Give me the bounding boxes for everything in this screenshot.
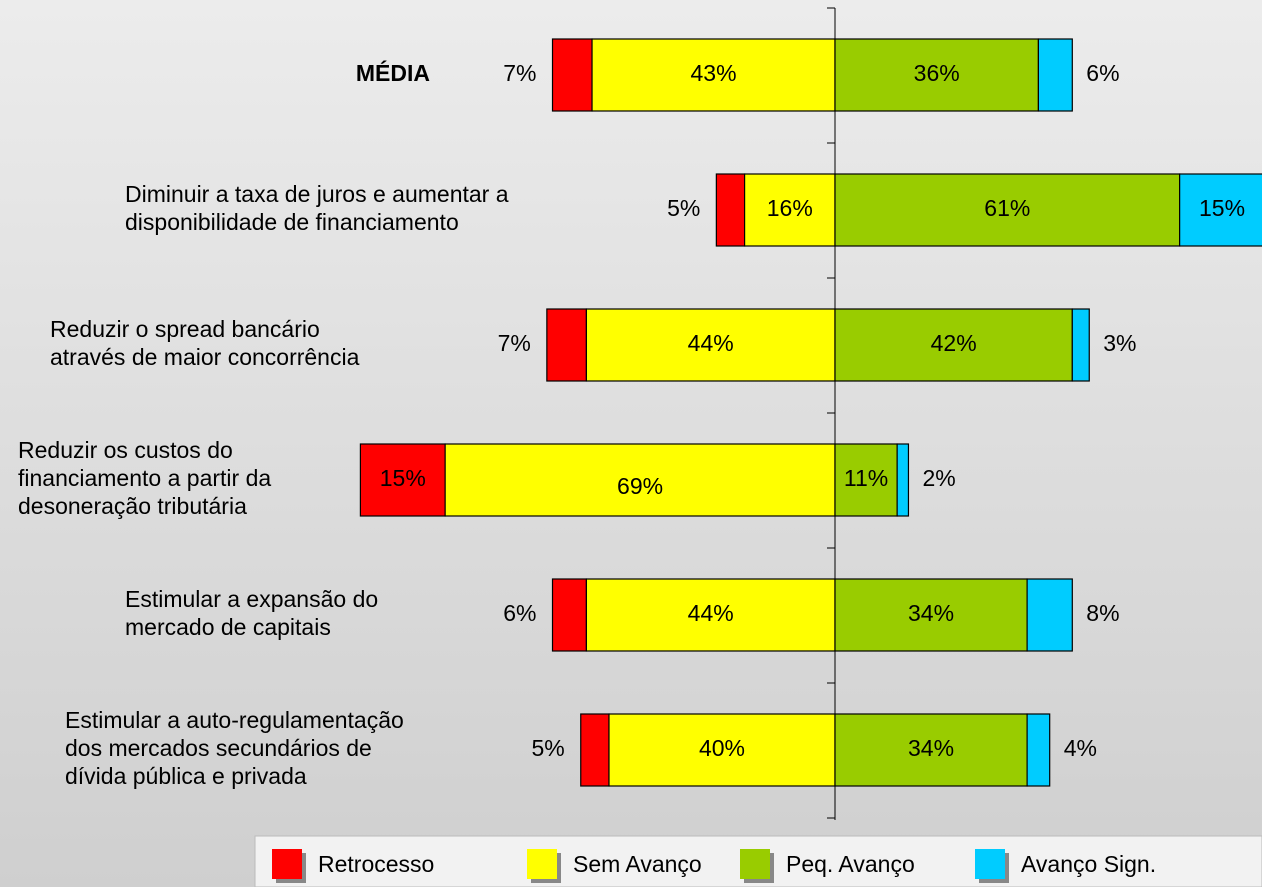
bar-segment	[585, 578, 836, 652]
legend-label: Avanço Sign.	[1021, 851, 1156, 877]
value-label: 5%	[667, 195, 700, 221]
value-label: 44%	[688, 600, 734, 626]
category-label: Reduzir os custos do	[18, 437, 233, 463]
category-label: desoneração tributária	[18, 493, 247, 519]
value-label: 16%	[767, 195, 813, 221]
bar-segment	[546, 308, 587, 382]
bar-segment	[1026, 713, 1051, 787]
bar-segment	[834, 308, 1073, 382]
bar-segment	[1026, 578, 1073, 652]
value-label: 11%	[844, 465, 888, 491]
value-label: 61%	[984, 195, 1030, 221]
bar-segment	[359, 443, 446, 517]
legend-swatch	[272, 849, 302, 879]
bar-segment	[551, 578, 588, 652]
value-label: 2%	[922, 465, 955, 491]
value-label: 3%	[1103, 330, 1136, 356]
category-label: dívida pública e privada	[65, 763, 307, 789]
value-label: 7%	[503, 60, 536, 86]
bar-segment	[834, 38, 1039, 112]
category-label: dos mercados secundários de	[65, 735, 372, 761]
bar-segment	[896, 443, 910, 517]
legend-swatch	[975, 849, 1005, 879]
bar-segment	[834, 713, 1028, 787]
value-label: 5%	[532, 735, 565, 761]
value-label: 8%	[1086, 600, 1119, 626]
value-label: 36%	[914, 60, 960, 86]
legend-label: Peq. Avanço	[786, 851, 915, 877]
value-label: 6%	[503, 600, 536, 626]
bar-segment	[1071, 308, 1090, 382]
bar-segment	[551, 38, 593, 112]
value-label: 40%	[699, 735, 745, 761]
category-label: Reduzir o spread bancário	[50, 316, 320, 342]
category-label: mercado de capitais	[125, 614, 331, 640]
bar-segment	[1179, 173, 1262, 247]
value-label: 69%	[617, 473, 663, 499]
bar-segment	[608, 713, 836, 787]
category-label: Diminuir a taxa de juros e aumentar a	[125, 181, 509, 207]
value-label: 42%	[931, 330, 977, 356]
category-label: MÉDIA	[356, 59, 430, 86]
value-label: 44%	[688, 330, 734, 356]
category-label: Estimular a auto-regulamentação	[65, 707, 404, 733]
bar-segment	[585, 308, 836, 382]
value-label: 15%	[1199, 195, 1245, 221]
legend-swatch	[740, 849, 770, 879]
bar-segment	[444, 443, 836, 517]
legend-label: Sem Avanço	[573, 851, 702, 877]
bar-segment	[715, 173, 746, 247]
value-label: 4%	[1064, 735, 1097, 761]
bar-segment	[834, 443, 898, 517]
value-label: 34%	[908, 600, 954, 626]
value-label: 43%	[691, 60, 737, 86]
bar-segment	[580, 713, 610, 787]
legend-label: Retrocesso	[318, 851, 434, 877]
value-label: 15%	[380, 465, 426, 491]
legend-swatch	[527, 849, 557, 879]
bar-segment	[834, 578, 1028, 652]
bar-segment	[743, 173, 836, 247]
category-label: através de maior concorrência	[50, 344, 360, 370]
bar-segment	[1037, 38, 1073, 112]
category-label: Estimular a expansão do	[125, 586, 378, 612]
category-label: disponibilidade de financiamento	[125, 209, 459, 235]
value-label: 34%	[908, 735, 954, 761]
category-label: financiamento a partir da	[18, 465, 271, 491]
value-label: 6%	[1086, 60, 1119, 86]
value-label: 7%	[498, 330, 531, 356]
